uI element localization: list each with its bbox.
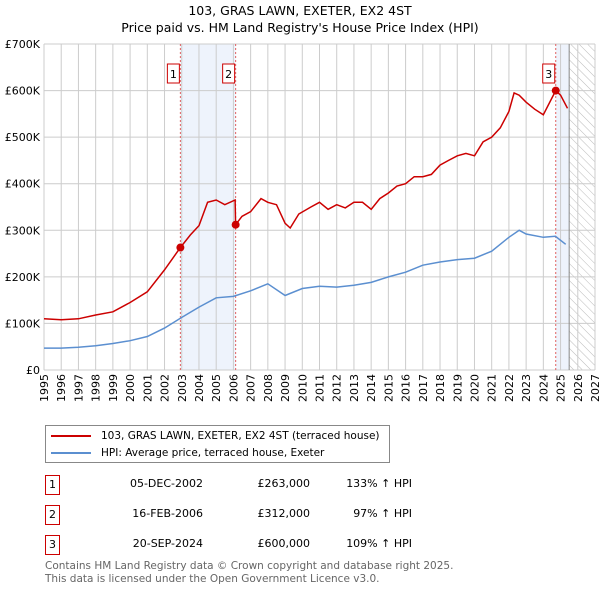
transaction-date: 16-FEB-2006: [132, 507, 203, 520]
sale-label: 3: [545, 68, 552, 81]
sale-period-shade: [555, 44, 570, 370]
transaction-price: £312,000: [257, 507, 311, 520]
x-tick-label: 2005: [210, 374, 223, 402]
sale-period-shade: [180, 44, 236, 370]
y-tick-label: £500K: [5, 131, 41, 144]
x-tick-label: 2026: [572, 374, 585, 402]
x-tick-label: 2015: [382, 374, 395, 402]
x-tick-label: 1995: [38, 374, 51, 402]
chart-subtitle: Price paid vs. HM Land Registry's House …: [121, 20, 479, 35]
legend-property: 103, GRAS LAWN, EXETER, EX2 4ST (terrace…: [101, 430, 380, 442]
x-tick-label: 2003: [176, 374, 189, 402]
x-tick-label: 1998: [90, 374, 103, 402]
y-tick-label: £600K: [5, 85, 41, 98]
x-tick-label: 1999: [107, 374, 120, 402]
transaction-price: £263,000: [257, 477, 311, 490]
x-tick-label: 2006: [227, 374, 240, 402]
x-tick-label: 2009: [279, 374, 292, 402]
transaction-number: 1: [45, 475, 60, 495]
sale-label: 2: [225, 68, 232, 81]
x-tick-label: 2001: [141, 374, 154, 402]
chart-title: 103, GRAS LAWN, EXETER, EX2 4ST: [188, 3, 412, 18]
transaction-hpi: 133% ↑ HPI: [346, 477, 412, 490]
sale-point: [231, 220, 240, 229]
legend: 103, GRAS LAWN, EXETER, EX2 4ST (terrace…: [45, 425, 390, 463]
transaction-price: £600,000: [257, 537, 311, 550]
x-tick-label: 2020: [468, 374, 481, 402]
transaction-date: 05-DEC-2002: [129, 477, 203, 490]
x-tick-label: 2010: [296, 374, 309, 402]
price-chart: 1995 1996 1997 1998 1999 2000 2001 2002 2003 2004…: [5, 38, 600, 402]
y-tick-label: £400K: [5, 178, 41, 191]
y-tick-label: £200K: [5, 271, 41, 284]
sale-label-box: [542, 63, 556, 84]
x-tick-label: 2019: [451, 374, 464, 402]
forecast-hatch: [569, 44, 595, 370]
legend-red-line: [51, 435, 91, 437]
sale-label-box: [222, 63, 236, 84]
sale-label-box: [166, 63, 180, 84]
transaction-row: 2 16-FEB-2006 £312,000 97% ↑ HPI: [45, 505, 425, 525]
x-tick-label: 2004: [193, 374, 206, 402]
x-tick-label: 1997: [72, 374, 85, 402]
x-tick-label: 2007: [245, 374, 258, 402]
x-tick-label: 2021: [486, 374, 499, 402]
x-tick-label: 2002: [159, 374, 172, 402]
transaction-number: 2: [45, 505, 60, 525]
x-tick-label: 2012: [331, 374, 344, 402]
x-tick-label: 2008: [262, 374, 275, 402]
transaction-number: 3: [45, 535, 60, 555]
x-tick-label: 1996: [55, 374, 68, 402]
footer: Contains HM Land Registry data © Crown c…: [45, 560, 453, 586]
sale-point: [551, 86, 560, 95]
y-tick-label: £100K: [5, 317, 41, 330]
x-tick-label: 2018: [434, 374, 447, 402]
x-tick-label: 2024: [537, 374, 550, 402]
transaction-hpi: 109% ↑ HPI: [346, 537, 412, 550]
transaction-date: 20-SEP-2024: [132, 537, 203, 550]
x-tick-label: 2027: [589, 374, 600, 402]
y-tick-label: £700K: [5, 38, 41, 51]
y-tick-label: £300K: [5, 224, 41, 237]
transaction-hpi: 97% ↑ HPI: [353, 507, 412, 520]
x-tick-label: 2025: [555, 374, 568, 402]
x-tick-label: 2023: [520, 374, 533, 402]
footer-licence: This data is licensed under the Open Gov…: [45, 573, 380, 585]
hpi-line: [44, 229, 567, 349]
x-tick-label: 2016: [400, 374, 413, 402]
x-tick-label: 2013: [348, 374, 361, 402]
legend-hpi: HPI: Average price, terraced house, Exet…: [101, 447, 325, 459]
transaction-row: 1 05-DEC-2002 £263,000 133% ↑ HPI: [45, 475, 425, 495]
property-price-line: [43, 89, 569, 321]
x-tick-label: 2017: [417, 374, 430, 402]
sale-point: [176, 243, 185, 252]
footer-copyright: Contains HM Land Registry data © Crown c…: [45, 560, 454, 572]
x-tick-label: 2000: [124, 374, 137, 402]
transaction-row: 3 20-SEP-2024 £600,000 109% ↑ HPI: [45, 535, 425, 555]
sale-label: 1: [170, 68, 177, 81]
x-tick-label: 2011: [314, 374, 327, 402]
y-tick-label: £0: [26, 364, 40, 377]
x-tick-label: 2022: [503, 374, 516, 402]
legend-blue-line: [51, 452, 91, 454]
x-tick-label: 2014: [365, 374, 378, 402]
